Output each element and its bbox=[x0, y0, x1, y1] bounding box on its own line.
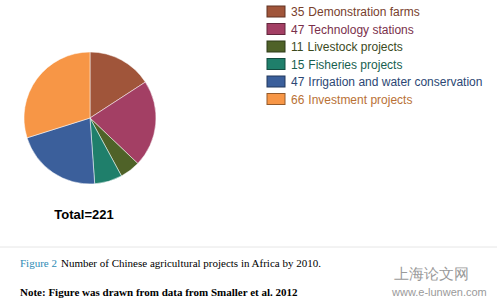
note: Note: Figure was drawn from data from Sm… bbox=[20, 286, 298, 298]
legend-label: 35Demonstration farms bbox=[291, 5, 420, 19]
chart-svg: 35Demonstration farms47Technology statio… bbox=[0, 0, 497, 303]
pie-slice bbox=[24, 52, 90, 138]
watermark-url: www.e-lunwen.com bbox=[391, 286, 487, 298]
legend-category: Fisheries projects bbox=[308, 58, 402, 72]
legend-swatch bbox=[267, 59, 285, 70]
legend-swatch bbox=[267, 94, 285, 105]
pie bbox=[24, 52, 156, 184]
legend-value: 35 bbox=[291, 5, 305, 19]
separator bbox=[0, 247, 497, 248]
legend-category: Livestock projects bbox=[307, 40, 402, 54]
legend-category: Irrigation and water conservation bbox=[308, 75, 482, 89]
legend-value: 11 bbox=[291, 40, 304, 54]
legend-value: 47 bbox=[291, 75, 305, 89]
legend-value: 47 bbox=[291, 23, 305, 37]
legend-value: 66 bbox=[291, 93, 305, 107]
watermark: 上海论文网 bbox=[394, 265, 469, 283]
legend-label: 47Irrigation and water conservation bbox=[291, 75, 482, 89]
legend-label: 66Investment projects bbox=[291, 93, 412, 107]
caption-text: Number of Chinese agricultural projects … bbox=[61, 257, 321, 269]
legend-swatch bbox=[267, 6, 285, 17]
pie-slice bbox=[90, 118, 121, 184]
total-label: Total=221 bbox=[54, 207, 113, 222]
legend-category: Demonstration farms bbox=[308, 5, 419, 19]
legend-label: 15Fisheries projects bbox=[291, 58, 402, 72]
legend-category: Technology stations bbox=[308, 23, 413, 37]
legend-swatch bbox=[267, 76, 285, 87]
legend-value: 15 bbox=[291, 58, 305, 72]
caption-label: Figure 2 bbox=[20, 257, 57, 269]
legend-category: Investment projects bbox=[308, 93, 412, 107]
legend-swatch bbox=[267, 41, 285, 52]
legend-swatch bbox=[267, 24, 285, 35]
chart-root: 35Demonstration farms47Technology statio… bbox=[0, 0, 497, 303]
caption: Figure 2 Number of Chinese agricultural p… bbox=[20, 257, 321, 269]
legend: 35Demonstration farms47Technology statio… bbox=[267, 5, 482, 107]
legend-label: 11Livestock projects bbox=[291, 40, 403, 54]
legend-label: 47Technology stations bbox=[291, 23, 414, 37]
